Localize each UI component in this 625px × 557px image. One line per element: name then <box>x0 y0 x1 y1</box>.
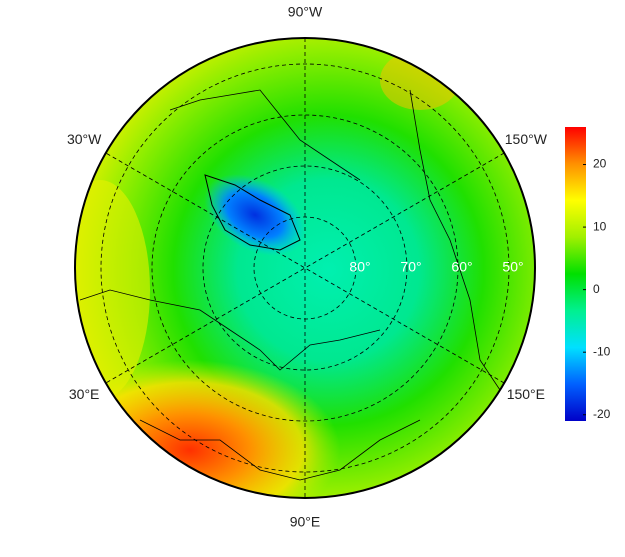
colorbar-tick-label: 20 <box>593 157 607 171</box>
longitude-label: 150°W <box>505 131 548 147</box>
latitude-label: 80° <box>349 259 370 275</box>
parallel <box>202 165 408 371</box>
temperature-field <box>75 38 535 498</box>
parallel <box>253 216 357 320</box>
longitude-label: 90°E <box>290 514 321 530</box>
latitude-label: 60° <box>451 259 472 275</box>
latitude-label: 70° <box>400 259 421 275</box>
colorbar-tick-label: 10 <box>593 219 607 233</box>
parallel <box>151 114 459 422</box>
colorbar-tick-label: -20 <box>593 407 611 421</box>
longitude-label: 30°W <box>67 131 102 147</box>
parallel <box>100 63 510 473</box>
colorbar <box>565 127 586 421</box>
longitude-label: 90°W <box>288 4 323 20</box>
latitude-label: 50° <box>502 259 523 275</box>
graticule <box>100 38 510 498</box>
longitude-label: 150°E <box>507 386 545 402</box>
colorbar-tick-label: 0 <box>593 282 600 296</box>
colorbar-tick-label: -10 <box>593 344 611 358</box>
longitude-label: 30°E <box>69 386 100 402</box>
